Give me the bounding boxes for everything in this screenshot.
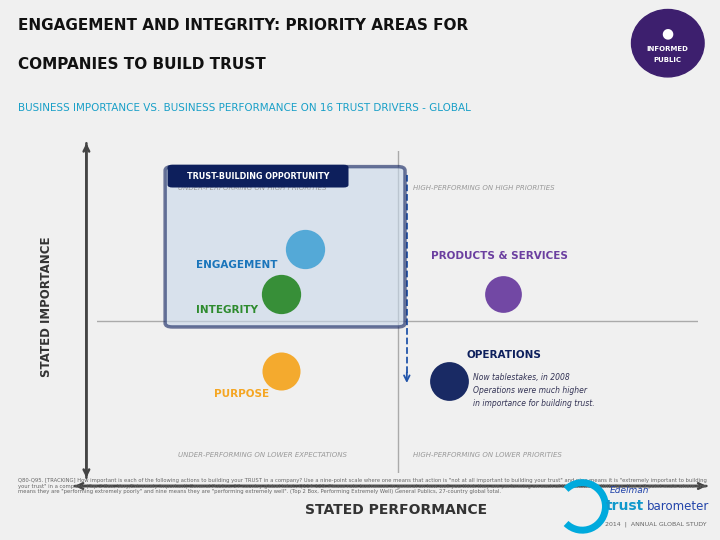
Text: ●: ●	[662, 26, 674, 40]
Point	[443, 376, 454, 385]
Text: barometer: barometer	[647, 500, 710, 513]
Circle shape	[631, 10, 704, 77]
Point	[299, 245, 310, 253]
Text: INFORMED: INFORMED	[647, 46, 689, 52]
Text: BUSINESS IMPORTANCE VS. BUSINESS PERFORMANCE ON 16 TRUST DRIVERS - GLOBAL: BUSINESS IMPORTANCE VS. BUSINESS PERFORM…	[18, 103, 471, 113]
Text: 2014  |  ANNUAL GLOBAL STUDY: 2014 | ANNUAL GLOBAL STUDY	[606, 522, 707, 527]
Text: ENGAGEMENT AND INTEGRITY: PRIORITY AREAS FOR: ENGAGEMENT AND INTEGRITY: PRIORITY AREAS…	[18, 18, 468, 33]
FancyBboxPatch shape	[165, 167, 405, 327]
Text: Now tablestakes, in 2008
Operations were much higher
in importance for building : Now tablestakes, in 2008 Operations were…	[473, 373, 595, 408]
Text: UNDER-PERFORMING ON LOWER EXPECTATIONS: UNDER-PERFORMING ON LOWER EXPECTATIONS	[179, 452, 347, 458]
Text: TRUST-BUILDING OPPORTUNITY: TRUST-BUILDING OPPORTUNITY	[186, 172, 329, 180]
Text: PUBLIC: PUBLIC	[654, 57, 682, 63]
Point	[275, 367, 287, 376]
Text: STATED PERFORMANCE: STATED PERFORMANCE	[305, 503, 487, 517]
Text: Q80-Q95. [TRACKING] How important is each of the following actions to building y: Q80-Q95. [TRACKING] How important is eac…	[18, 478, 707, 495]
Text: COMPANIES TO BUILD TRUST: COMPANIES TO BUILD TRUST	[18, 57, 266, 72]
Point	[275, 290, 287, 299]
FancyBboxPatch shape	[168, 165, 348, 187]
Text: PRODUCTS & SERVICES: PRODUCTS & SERVICES	[431, 251, 568, 261]
Text: PURPOSE: PURPOSE	[215, 389, 269, 399]
Text: STATED IMPORTANCE: STATED IMPORTANCE	[40, 236, 53, 377]
Text: HIGH-PERFORMING ON HIGH PRIORITIES: HIGH-PERFORMING ON HIGH PRIORITIES	[413, 185, 554, 191]
Point	[498, 290, 509, 299]
Text: OPERATIONS: OPERATIONS	[467, 350, 542, 360]
Text: UNDER-PERFORMING ON HIGH PRIORITIES: UNDER-PERFORMING ON HIGH PRIORITIES	[179, 185, 327, 191]
Text: HIGH-PERFORMING ON LOWER PRIORITIES: HIGH-PERFORMING ON LOWER PRIORITIES	[413, 452, 562, 458]
Text: Edelman: Edelman	[610, 487, 649, 496]
Text: trust: trust	[606, 500, 644, 514]
Text: INTEGRITY: INTEGRITY	[197, 305, 258, 315]
Text: ENGAGEMENT: ENGAGEMENT	[197, 260, 278, 270]
